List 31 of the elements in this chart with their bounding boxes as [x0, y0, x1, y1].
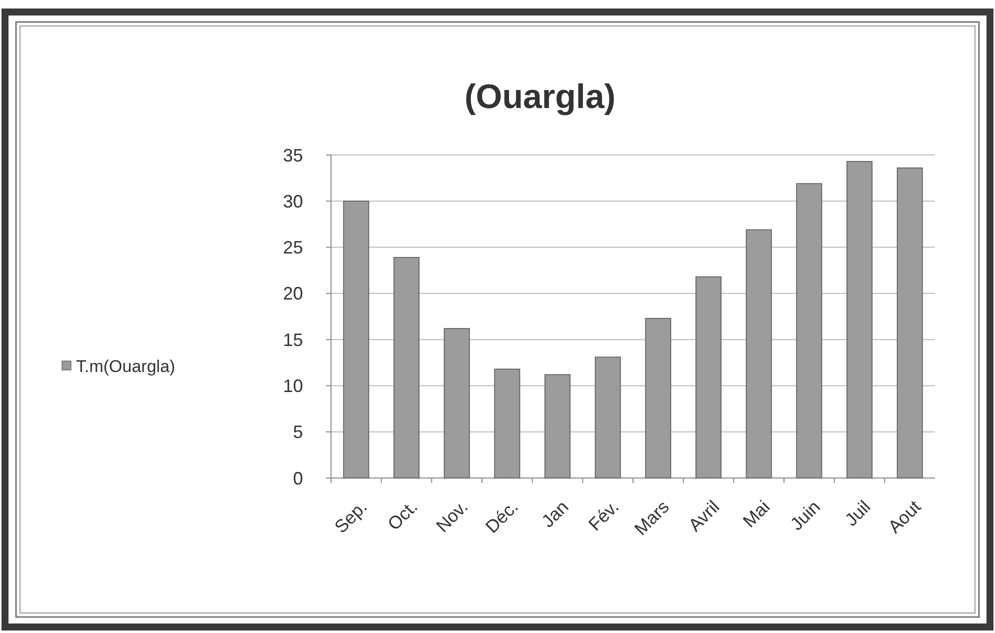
y-tick-label: 5	[292, 422, 303, 442]
legend-label: T.m(Ouargla)	[76, 356, 176, 376]
x-tick-label: Fév.	[584, 496, 623, 535]
bar	[696, 276, 722, 478]
x-tick-label: Oct.	[384, 496, 422, 534]
bar	[594, 356, 621, 478]
bar	[746, 229, 772, 478]
y-tick-label: 30	[282, 191, 303, 212]
x-tick-label: Sep.	[330, 496, 371, 538]
bar	[394, 257, 420, 478]
bar	[494, 368, 520, 478]
y-tick-label: 0	[292, 468, 303, 488]
bar	[444, 328, 470, 478]
x-tick-label: Déc.	[482, 496, 522, 537]
bar	[544, 374, 570, 478]
x-tick-label: Mai	[739, 496, 774, 532]
x-tick-label: Jan	[538, 496, 572, 532]
x-tick-label: Juin	[786, 496, 824, 534]
chart-title: (Ouargla)	[464, 78, 616, 116]
bar	[796, 183, 822, 478]
y-tick-label: 35	[282, 145, 303, 166]
y-tick-label: 20	[282, 284, 303, 304]
bar	[343, 200, 370, 478]
x-tick-label: Juil	[841, 496, 874, 530]
y-tick-label: 25	[282, 238, 303, 258]
x-tick-label: Nov.	[432, 496, 472, 536]
y-tick-label: 15	[282, 330, 303, 350]
bar	[846, 161, 872, 478]
bar	[896, 168, 923, 478]
bar	[645, 318, 672, 478]
y-tick-label: 10	[282, 376, 303, 396]
